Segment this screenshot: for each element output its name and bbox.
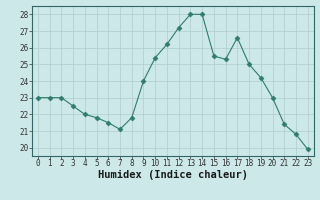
X-axis label: Humidex (Indice chaleur): Humidex (Indice chaleur)	[98, 170, 248, 180]
